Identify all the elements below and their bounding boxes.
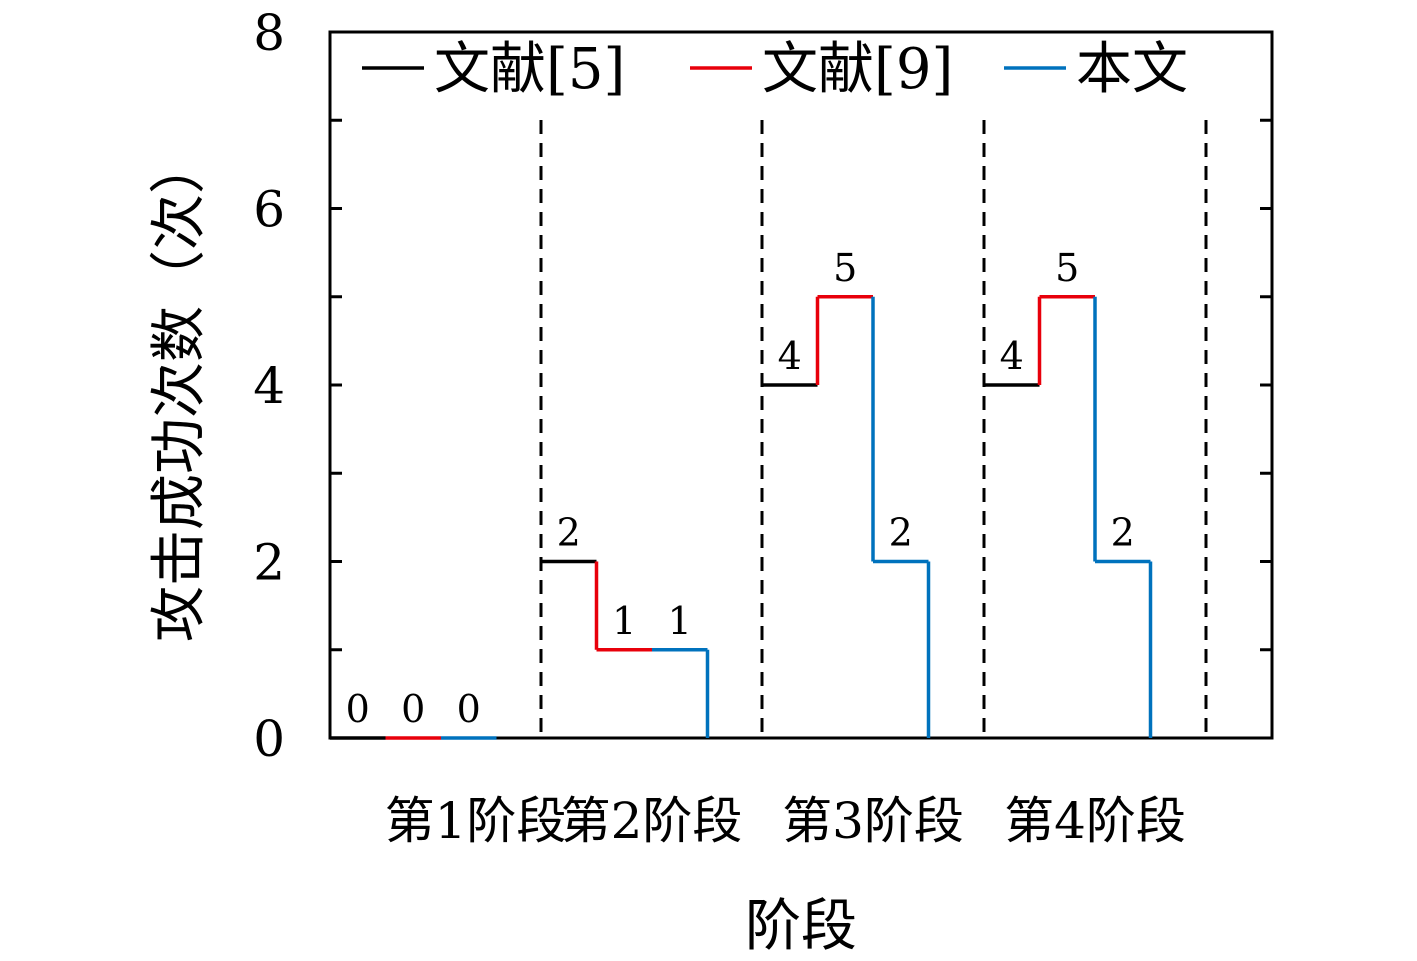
y-tick-label: 8	[253, 4, 285, 62]
y-tick-label: 2	[253, 534, 285, 592]
series-layer	[330, 295, 1153, 740]
data-label: 5	[833, 246, 857, 290]
y-axis-ticks: 0 2 4 6 8	[253, 4, 1272, 768]
data-label: 0	[401, 687, 425, 731]
series-step	[1037, 295, 1095, 385]
legend-entry: 文献[9]	[690, 37, 953, 102]
y-tick-label: 4	[253, 357, 285, 415]
data-label: 0	[457, 687, 481, 731]
data-label: 2	[889, 511, 913, 555]
data-label: 2	[557, 511, 581, 555]
x-category-label: 第4阶段	[1004, 792, 1186, 850]
data-label: 2	[1111, 511, 1135, 555]
data-label: 4	[778, 334, 802, 378]
y-axis-title: 攻击成功次数（次）	[147, 138, 212, 642]
legend: 文献[5] 文献[9] 本文	[362, 37, 1188, 102]
x-category-label: 第2阶段	[561, 792, 743, 850]
series-step	[815, 295, 873, 385]
x-axis-title: 阶段	[745, 894, 857, 959]
data-label: 4	[1000, 334, 1024, 378]
y-tick-label: 6	[253, 181, 285, 239]
series-step	[652, 648, 710, 738]
data-label: 0	[346, 687, 370, 731]
series-step	[594, 561, 652, 652]
x-category-label: 第3阶段	[782, 792, 964, 850]
x-category-label: 第1阶段	[385, 792, 567, 850]
stage-separators	[539, 120, 1208, 738]
data-label: 1	[612, 599, 636, 643]
data-label: 5	[1055, 246, 1079, 290]
series-step	[871, 296, 931, 738]
legend-label: 本文	[1076, 37, 1188, 102]
legend-entry: 本文	[1004, 37, 1188, 102]
series-step	[1093, 296, 1153, 738]
legend-label: 文献[5]	[434, 37, 625, 102]
data-label: 1	[668, 599, 692, 643]
legend-entry: 文献[5]	[362, 37, 625, 102]
legend-label: 文献[9]	[762, 37, 953, 102]
y-tick-label: 0	[253, 710, 285, 768]
